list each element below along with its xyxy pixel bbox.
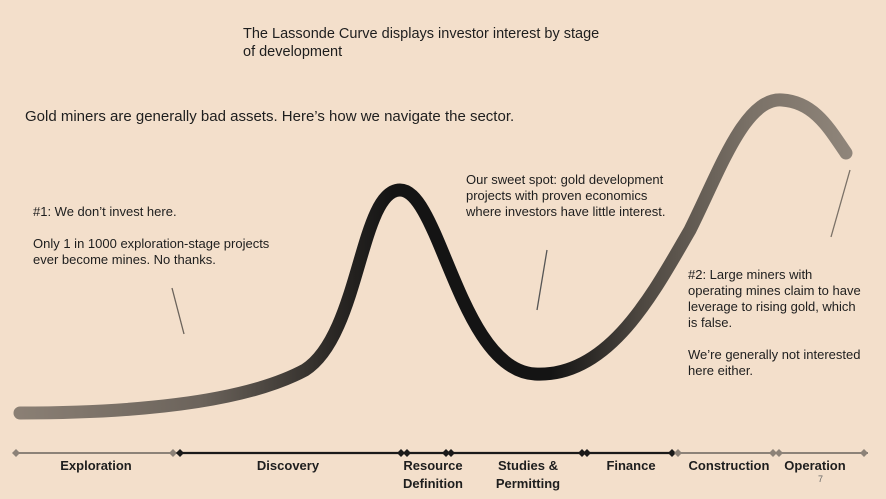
timeline-marker (403, 449, 411, 457)
annotation-no-invest: #1: We don’t invest here. Only 1 in 1000… (33, 204, 270, 267)
page-subtitle: Gold miners are generally bad assets. He… (25, 108, 515, 125)
annotation-sweet-spot: Our sweet spot: gold development project… (466, 172, 666, 219)
pointer-line-no-invest (171, 287, 185, 335)
timeline-marker (12, 449, 20, 457)
timeline-marker (775, 449, 783, 457)
timeline-marker (578, 449, 586, 457)
stage-label-discovery: Discovery (256, 458, 320, 473)
timeline-marker (176, 449, 184, 457)
stage-label-resource-definition: Resource Definition (403, 458, 463, 491)
pointer-line-sweet-spot (536, 249, 548, 311)
annotation-large-miners: #2: Large miners with operating mines cl… (688, 267, 861, 378)
timeline-marker (860, 449, 868, 457)
stage-label-finance: Finance (606, 458, 656, 473)
timeline-marker (442, 449, 450, 457)
stage-label-studies-permitting: Studies & Permitting (495, 458, 561, 491)
stage-timeline (12, 449, 868, 457)
page-title: The Lassonde Curve displays investor int… (243, 26, 600, 60)
stage-label-construction: Construction (688, 458, 770, 473)
stage-label-operation: Operation (784, 458, 846, 473)
timeline-marker (583, 449, 591, 457)
timeline-marker (668, 449, 676, 457)
timeline-marker (169, 449, 177, 457)
timeline-marker (397, 449, 405, 457)
timeline-marker (447, 449, 455, 457)
pointer-line-large-miners (830, 169, 851, 238)
timeline-marker (674, 449, 682, 457)
stage-label-exploration: Exploration (60, 458, 132, 473)
interest-curve (13, 93, 853, 420)
timeline-marker (769, 449, 777, 457)
page-number: 7 (818, 474, 824, 484)
